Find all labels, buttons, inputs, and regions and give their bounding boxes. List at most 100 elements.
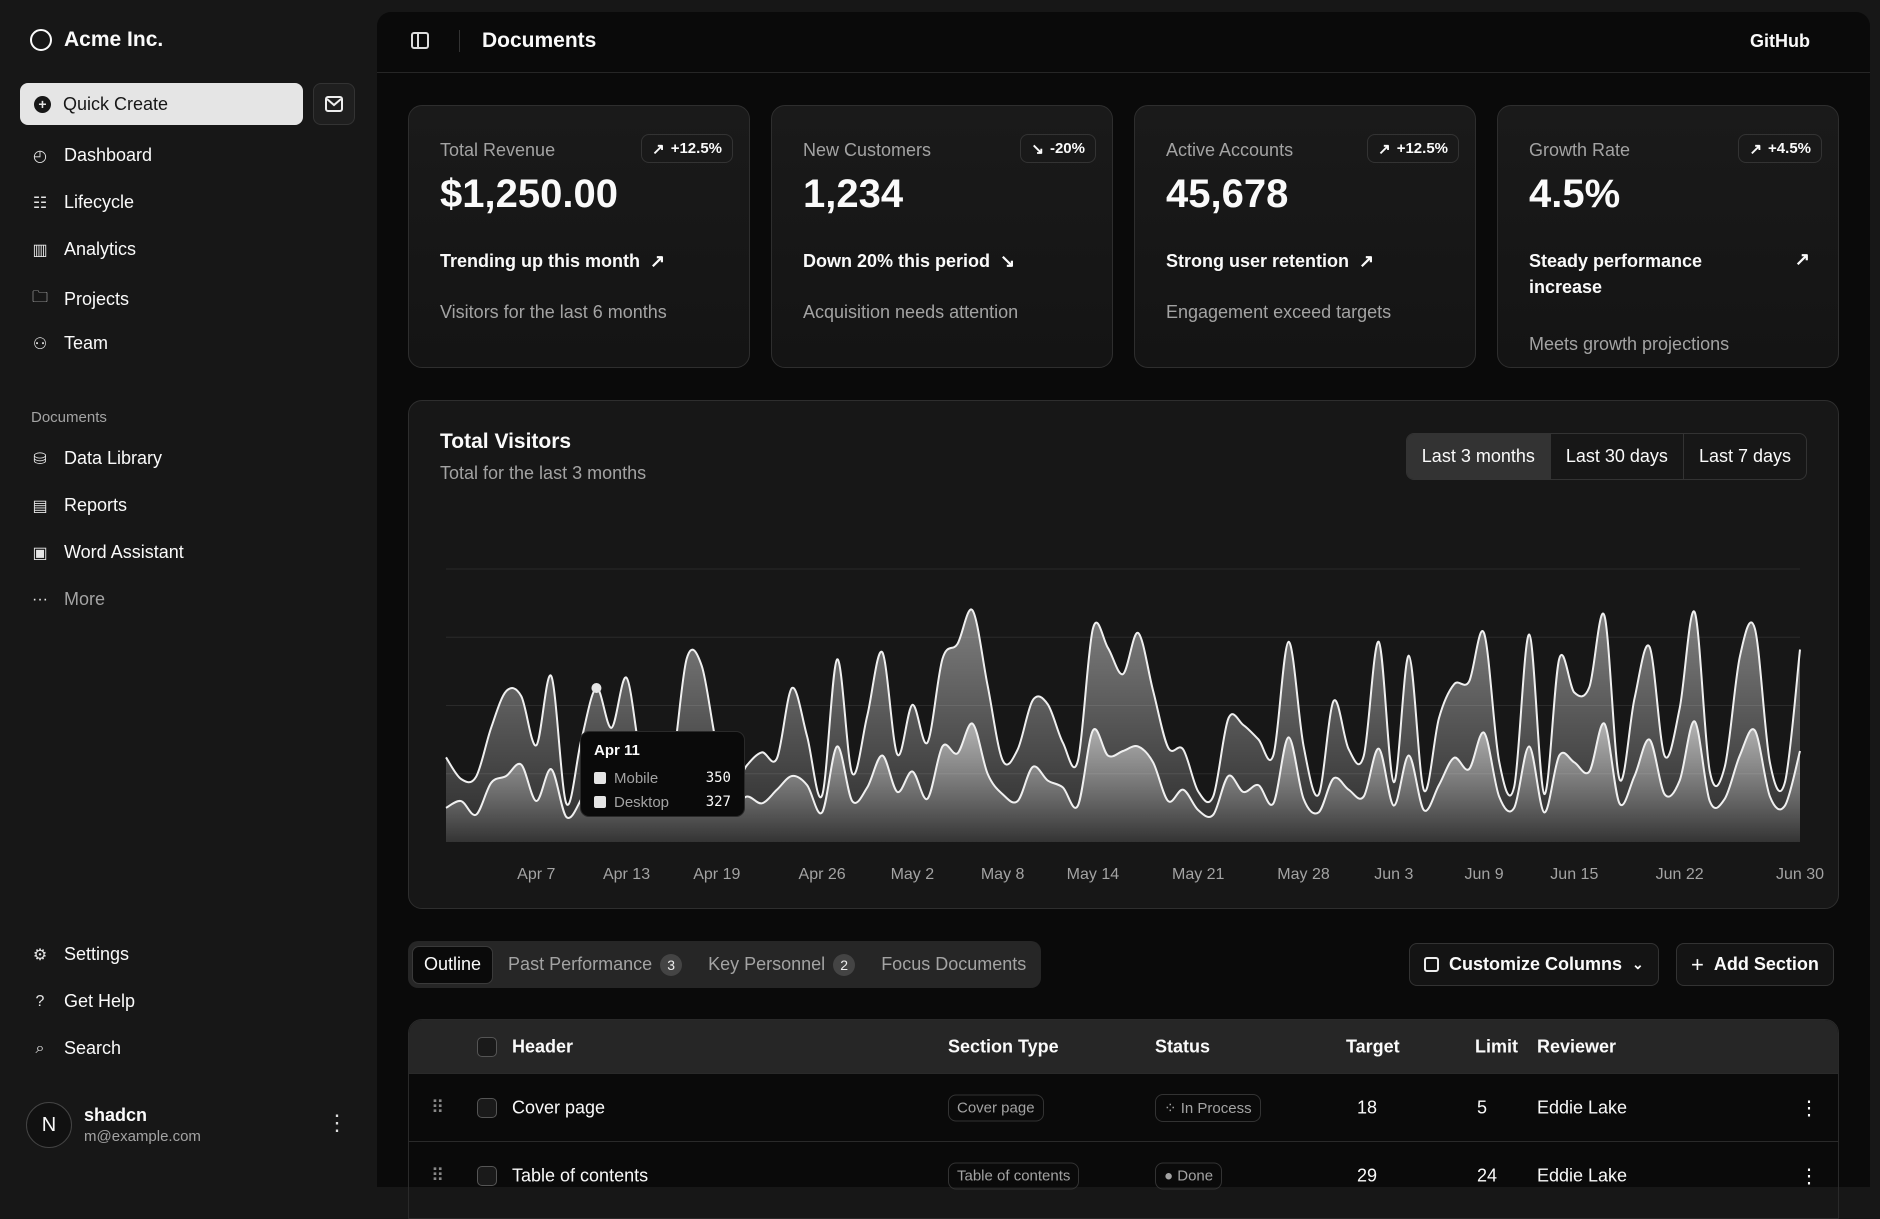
sections-table: Header Section Type Status Target Limit … xyxy=(408,1019,1839,1219)
folder-icon: 🗀 xyxy=(31,289,48,306)
sidebar-item-analytics[interactable]: ▥ Analytics xyxy=(30,239,136,260)
sidebar-item-label: More xyxy=(64,589,106,609)
chart-title: Total Visitors xyxy=(440,430,572,453)
sidebar-item-label: Settings xyxy=(64,944,130,964)
tab-focus-documents[interactable]: Focus Documents xyxy=(870,946,1037,984)
headline-text: Down 20% this period xyxy=(803,251,991,271)
sidebar-item-get-help[interactable]: ? Get Help xyxy=(30,991,136,1012)
trend-badge: ↗ +12.5% xyxy=(641,134,733,163)
users-icon: ⚇ xyxy=(32,335,48,353)
col-header: Header xyxy=(512,1036,574,1056)
sidebar-item-more[interactable]: ··· More xyxy=(30,589,105,610)
customize-columns-button[interactable]: Customize Columns ⌄ xyxy=(1409,943,1659,986)
sidebar-item-label: Get Help xyxy=(64,991,136,1011)
sidebar-item-word-assistant[interactable]: ▣ Word Assistant xyxy=(30,542,183,563)
trend-down-icon: ↘ xyxy=(1031,140,1044,158)
tab-outline[interactable]: Outline xyxy=(412,945,494,984)
sidebar-item-search[interactable]: ⌕ Search xyxy=(30,1038,122,1059)
metric-headline: Strong user retention ↗ xyxy=(1166,248,1445,274)
range-last-30-days[interactable]: Last 30 days xyxy=(1549,434,1683,479)
sidebar-item-settings[interactable]: ⚙ Settings xyxy=(30,944,129,965)
range-last-3-months[interactable]: Last 3 months xyxy=(1406,434,1550,479)
sidebar-item-data-library[interactable]: ⛁ Data Library xyxy=(30,448,162,469)
visitors-area-chart[interactable]: Apr 7 Apr 13 Apr 19 Apr 26 May 2 May 8 May 14 M… xyxy=(409,401,1840,910)
sidebar-item-projects[interactable]: 🗀 Projects xyxy=(30,286,129,313)
more-vertical-icon[interactable]: ⋮ xyxy=(326,1110,348,1135)
header: Documents GitHub xyxy=(377,12,1870,73)
tooltip-label: Mobile xyxy=(614,769,659,787)
x-tick-label: Apr 13 xyxy=(603,866,650,883)
count-badge: 3 xyxy=(660,953,683,976)
github-link[interactable]: GitHub xyxy=(1750,31,1810,51)
metric-value: $1,250.00 xyxy=(440,172,618,216)
x-tick-label: Jun 15 xyxy=(1550,866,1598,883)
row-checkbox[interactable] xyxy=(477,1097,497,1118)
table-row[interactable]: ⠿ Cover page Cover page ⁘ In Process 18 … xyxy=(409,1073,1838,1141)
drag-handle-icon[interactable]: ⠿ xyxy=(431,1165,445,1185)
metric-card: New Customers ↘ -20% 1,234 Down 20% this … xyxy=(771,105,1113,368)
trend-up-icon: ↗ xyxy=(1749,140,1763,158)
trend-badge: ↘ -20% xyxy=(1020,134,1096,163)
metric-label: Active Accounts xyxy=(1166,140,1294,160)
metric-subtext: Engagement exceed targets xyxy=(1166,302,1392,322)
cell-header[interactable]: Cover page xyxy=(512,1097,606,1117)
x-tick-label: Jun 22 xyxy=(1656,866,1704,883)
metric-card: Active Accounts ↗ +12.5% 45,678 Strong us… xyxy=(1134,105,1476,368)
inbox-button[interactable] xyxy=(313,83,355,125)
col-status: Status xyxy=(1155,1036,1211,1056)
gauge-icon: ◴ xyxy=(33,147,47,165)
user-menu[interactable]: N shadcn m@example.com xyxy=(26,1102,201,1148)
sidebar-item-dashboard[interactable]: ◴ Dashboard xyxy=(30,145,152,166)
trend-up-icon: ↗ xyxy=(1359,251,1375,271)
cell-reviewer[interactable]: Eddie Lake xyxy=(1537,1165,1628,1185)
main-panel: Documents GitHub Total Revenue ↗ +12.5% $… xyxy=(377,12,1870,1219)
quick-create-label: Quick Create xyxy=(63,93,169,114)
row-actions-icon[interactable]: ⋮ xyxy=(1799,1097,1819,1119)
chart-subtitle: Total for the last 3 months xyxy=(440,463,647,483)
total-visitors-card: Total Visitors Total for the last 3 mont… xyxy=(408,400,1839,909)
tab-label: Focus Documents xyxy=(881,954,1027,974)
table-row[interactable]: ⠿ Table of contents Table of contents ● … xyxy=(409,1141,1838,1209)
chevron-down-icon: ⌄ xyxy=(1632,956,1644,972)
status-text: In Process xyxy=(1180,1099,1252,1117)
row-actions-icon[interactable]: ⋮ xyxy=(1799,1165,1819,1187)
metric-subtext: Meets growth projections xyxy=(1529,334,1730,354)
cell-target[interactable]: 29 xyxy=(1357,1165,1378,1185)
view-tabs: Outline Past Performance 3 Key Personnel 2… xyxy=(408,941,1042,988)
drag-handle-icon[interactable]: ⠿ xyxy=(431,1097,445,1117)
cell-target[interactable]: 18 xyxy=(1357,1097,1378,1117)
logo-icon xyxy=(30,29,52,51)
cell-limit[interactable]: 5 xyxy=(1477,1097,1488,1117)
tab-past-performance[interactable]: Past Performance 3 xyxy=(497,946,693,984)
quick-create-button[interactable]: + Quick Create xyxy=(20,83,303,125)
x-tick-label: May 28 xyxy=(1277,866,1330,883)
mail-icon xyxy=(325,96,343,112)
cell-section-type: Table of contents xyxy=(948,1162,1080,1189)
row-checkbox[interactable] xyxy=(477,1165,497,1186)
cell-reviewer[interactable]: Eddie Lake xyxy=(1537,1097,1628,1117)
cell-limit[interactable]: 24 xyxy=(1477,1165,1498,1185)
button-label: Add Section xyxy=(1713,954,1819,974)
sidebar-item-lifecycle[interactable]: ☷ Lifecycle xyxy=(30,192,134,213)
range-toggle: Last 3 months Last 30 days Last 7 days xyxy=(1405,433,1807,480)
sidebar-item-label: Data Library xyxy=(64,448,163,468)
cell-header[interactable]: Table of contents xyxy=(512,1165,649,1185)
sidebar-item-label: Team xyxy=(64,333,109,353)
chart-tooltip: Apr 11 Mobile 350 Desktop 327 xyxy=(580,731,745,817)
plus-icon: + xyxy=(1691,951,1704,977)
sidebar-item-label: Search xyxy=(64,1038,122,1058)
add-section-button[interactable]: + Add Section xyxy=(1676,943,1834,986)
metric-label: Total Revenue xyxy=(440,140,556,160)
chart-bar-icon: ▥ xyxy=(32,241,48,259)
sidebar-toggle-icon[interactable] xyxy=(411,32,429,49)
metric-value: 4.5% xyxy=(1529,172,1621,216)
tab-key-personnel[interactable]: Key Personnel 2 xyxy=(697,946,866,984)
sidebar-item-reports[interactable]: ▤ Reports xyxy=(30,495,127,516)
select-all-checkbox[interactable] xyxy=(477,1036,497,1057)
sidebar-item-team[interactable]: ⚇ Team xyxy=(30,333,108,354)
x-tick-label: May 8 xyxy=(981,866,1025,883)
metric-headline: Trending up this month ↗ xyxy=(440,248,719,274)
metric-headline: Steady performance increase ↗ xyxy=(1529,248,1810,300)
range-last-7-days[interactable]: Last 7 days xyxy=(1682,434,1806,479)
brand[interactable]: Acme Inc. xyxy=(30,28,163,52)
